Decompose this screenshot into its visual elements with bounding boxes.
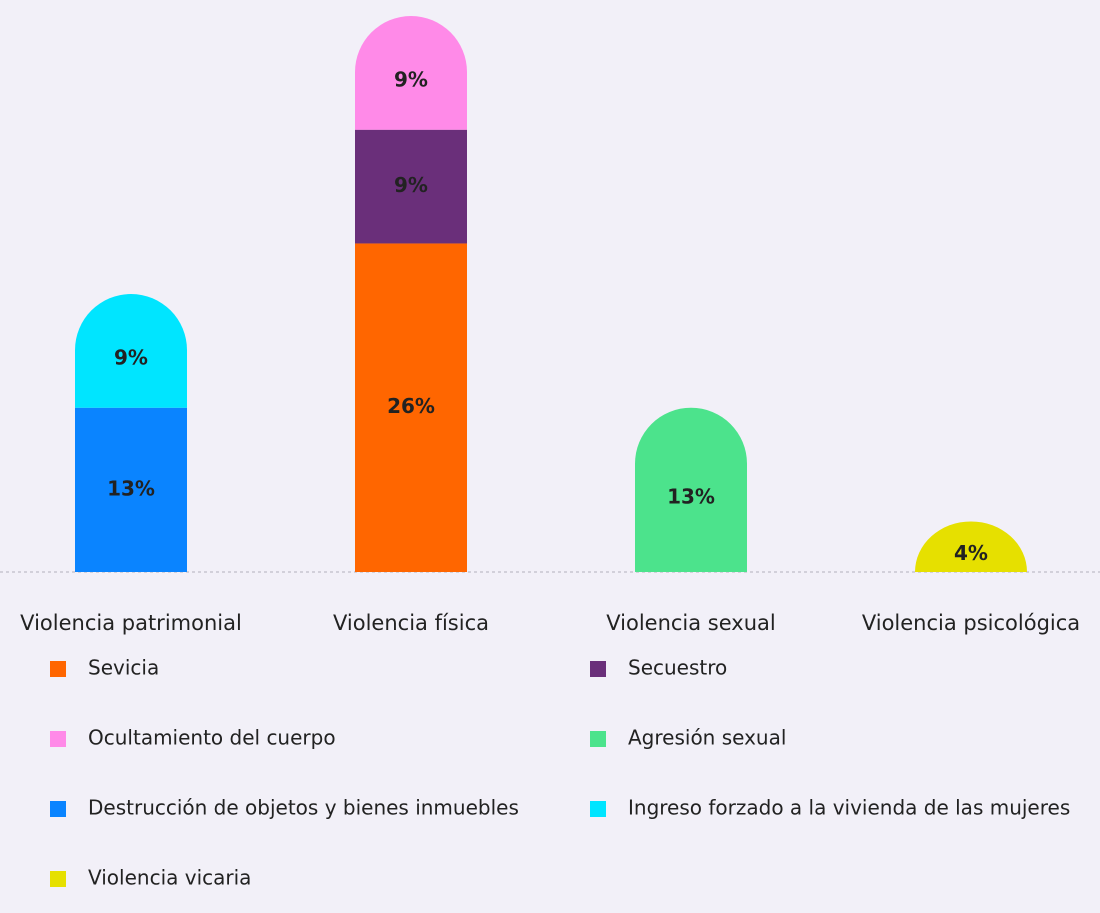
legend-swatch xyxy=(590,661,606,677)
legend-label: Violencia vicaria xyxy=(88,866,251,890)
value-label: 9% xyxy=(394,173,428,197)
value-label: 26% xyxy=(387,394,435,418)
legend-label: Sevicia xyxy=(88,656,159,680)
legend-swatch xyxy=(50,801,66,817)
bar-segment xyxy=(635,407,747,572)
legend-swatch xyxy=(50,731,66,747)
legend-swatch xyxy=(50,871,66,887)
x-tick-label: Violencia sexual xyxy=(606,611,776,635)
x-tick-label: Violencia psicológica xyxy=(862,611,1080,635)
bar-segment xyxy=(355,243,467,573)
bar-segment xyxy=(75,407,187,572)
legend-swatch xyxy=(590,731,606,747)
legend-swatch xyxy=(50,661,66,677)
legend-label: Ingreso forzado a la vivienda de las muj… xyxy=(628,796,1070,820)
value-label: 9% xyxy=(114,345,148,369)
value-label: 13% xyxy=(667,484,715,508)
value-label: 13% xyxy=(107,476,155,500)
x-tick-label: Violencia patrimonial xyxy=(20,611,242,635)
bar-segment xyxy=(355,16,467,130)
bar-segment xyxy=(355,129,467,244)
legend-swatch xyxy=(590,801,606,817)
legend-label: Secuestro xyxy=(628,656,727,680)
value-label: 9% xyxy=(394,67,428,91)
bar-segment xyxy=(75,294,187,408)
legend-label: Ocultamiento del cuerpo xyxy=(88,726,336,750)
legend-label: Destrucción de objetos y bienes inmueble… xyxy=(88,796,519,820)
x-tick-label: Violencia física xyxy=(333,611,489,635)
bar-segment xyxy=(915,521,1027,572)
legend-label: Agresión sexual xyxy=(628,726,786,750)
value-label: 4% xyxy=(954,541,988,565)
